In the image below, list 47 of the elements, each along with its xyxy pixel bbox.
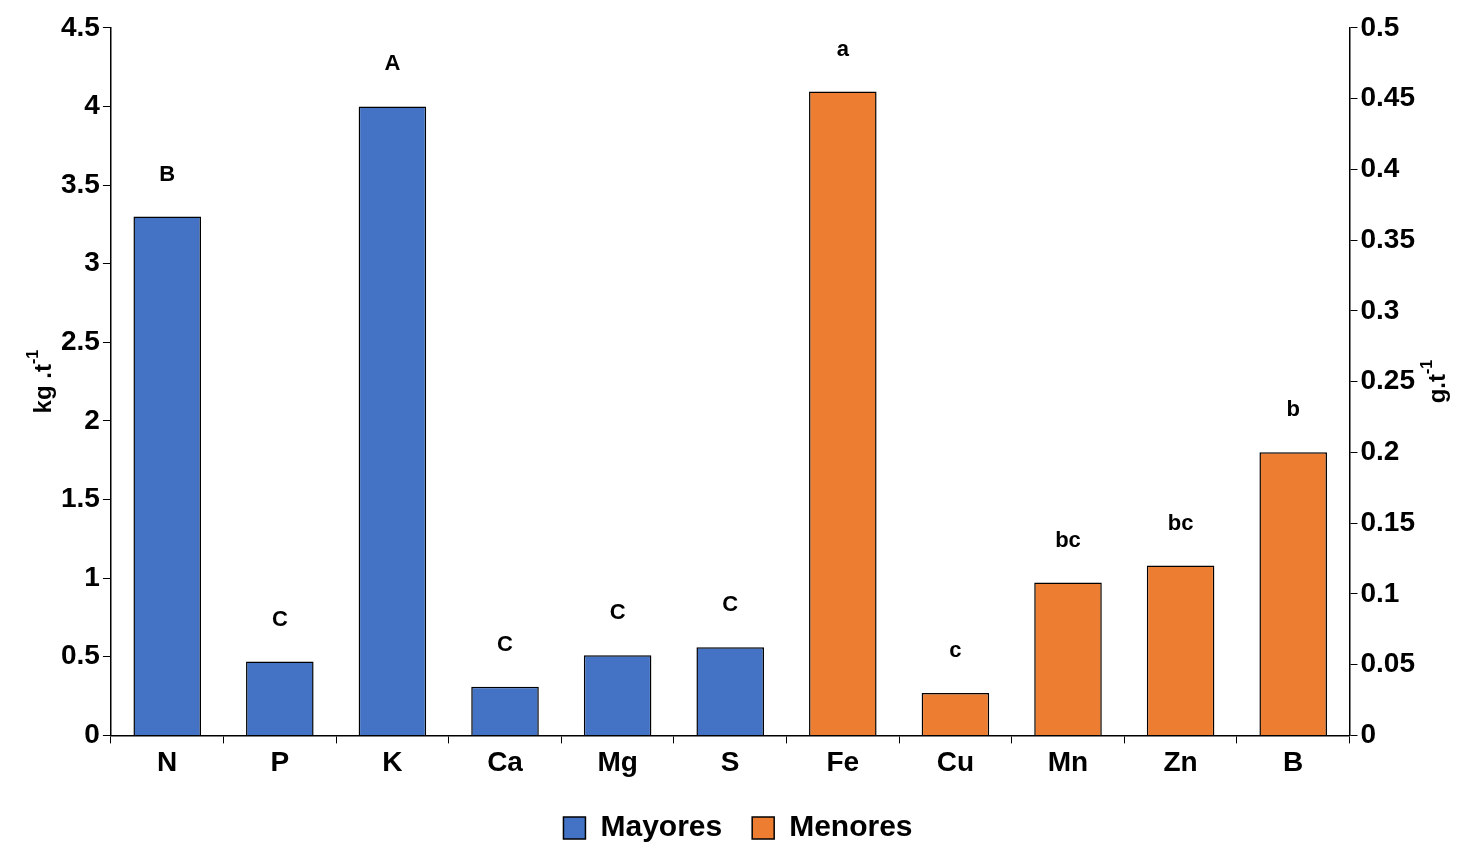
y2-tick-label: 0.2	[1360, 435, 1400, 467]
x-tick-label: Mn	[1047, 745, 1089, 777]
y2-tick-label: 0.05	[1360, 647, 1415, 679]
y-tick-label: 1.5	[60, 482, 100, 514]
legend-label: Menores	[789, 809, 913, 843]
y-tick-label: 0	[84, 718, 100, 750]
annotation: c	[949, 637, 962, 663]
y2-tick-label: 0.35	[1360, 222, 1415, 254]
y-tick-label: 3.5	[60, 167, 100, 199]
y-tick-label: 1	[84, 560, 100, 592]
x-tick-label: Ca	[487, 745, 524, 777]
y2-tick-label: 0.25	[1360, 364, 1415, 396]
annotation: bc	[1055, 526, 1081, 552]
x-tick-label: N	[157, 745, 178, 777]
y2-tick-label: 0.3	[1360, 293, 1400, 325]
annotation: b	[1286, 396, 1300, 422]
x-tick-label: Fe	[826, 745, 860, 777]
y2-tick-label: 0.1	[1360, 576, 1400, 608]
x-tick-label: K	[382, 745, 403, 777]
y2-tick-label: 0	[1360, 718, 1377, 750]
annotation: C	[609, 599, 626, 625]
y-tick-label: 2.5	[60, 325, 100, 357]
y-tick-label: 3	[84, 246, 100, 278]
annotation: B	[159, 160, 176, 186]
y-tick-label: 4.5	[60, 10, 100, 42]
y-tick-label: 0.5	[60, 639, 100, 671]
annotation: bc	[1167, 509, 1194, 535]
annotation: C	[497, 630, 514, 656]
y2-tick-label: 0.5	[1360, 10, 1400, 42]
x-tick-label: S	[720, 745, 740, 777]
annotation: A	[384, 50, 401, 76]
annotation: a	[836, 35, 850, 61]
x-tick-label: Cu	[936, 745, 975, 777]
y-tick-label: 4	[84, 89, 101, 121]
y2-tick-label: 0.45	[1360, 81, 1415, 113]
y-axis-title: kg .t-1	[24, 349, 56, 414]
y-tick-label: 2	[84, 403, 100, 435]
annotation: C	[722, 591, 739, 617]
x-tick-label: Zn	[1163, 745, 1198, 777]
legend-label: Mayores	[600, 809, 723, 843]
annotation: C	[271, 605, 288, 631]
y2-tick-label: 0.4	[1360, 152, 1400, 184]
y2-tick-label: 0.15	[1360, 505, 1415, 537]
x-tick-label: P	[270, 745, 290, 777]
y2-axis-title: g.t-1	[1418, 359, 1450, 404]
x-tick-label: Mg	[597, 745, 638, 777]
x-tick-label: B	[1283, 745, 1304, 777]
